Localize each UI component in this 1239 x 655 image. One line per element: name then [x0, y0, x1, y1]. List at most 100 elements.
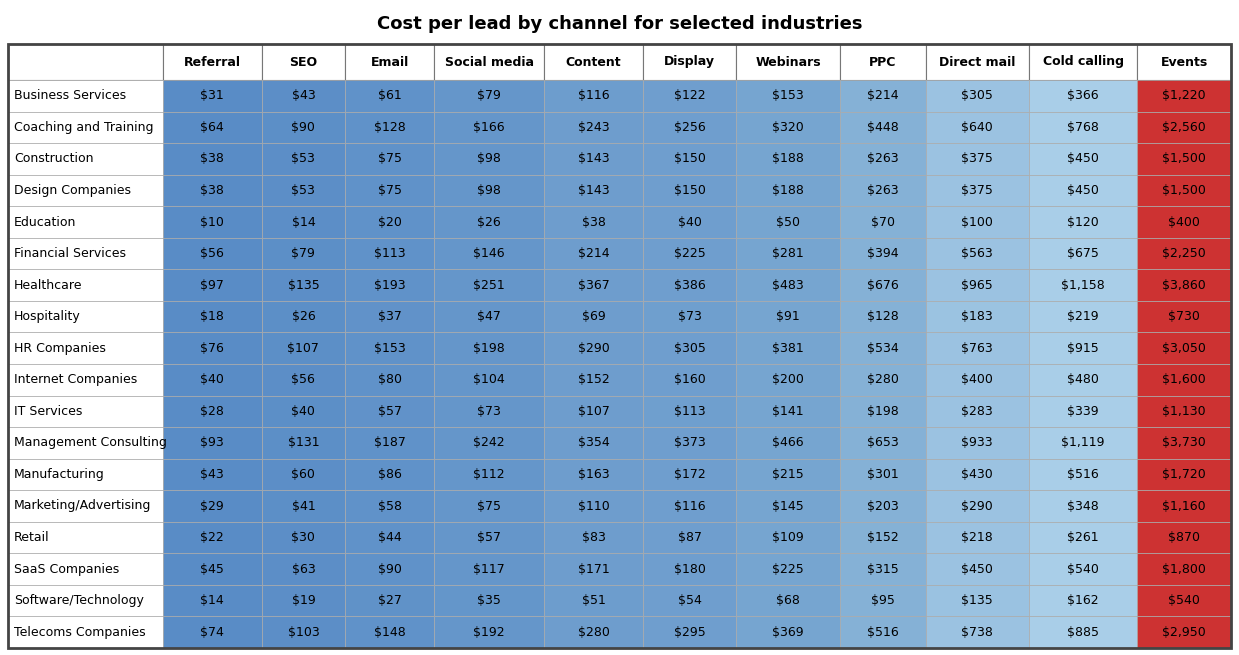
Text: $14: $14	[291, 215, 315, 229]
Bar	[346, 458, 434, 490]
Bar	[1030, 333, 1137, 364]
Bar	[926, 616, 1030, 648]
Text: $146: $146	[473, 247, 506, 260]
Text: $29: $29	[201, 500, 224, 512]
Text: $283: $283	[961, 405, 994, 418]
Text: $354: $354	[577, 436, 610, 449]
Text: IT Services: IT Services	[14, 405, 82, 418]
Bar	[926, 585, 1030, 616]
Bar	[643, 396, 736, 427]
Text: $14: $14	[201, 594, 224, 607]
Bar	[544, 585, 643, 616]
Bar	[840, 333, 926, 364]
Bar	[643, 80, 736, 111]
Text: $320: $320	[772, 121, 804, 134]
Bar	[926, 458, 1030, 490]
Bar	[346, 111, 434, 143]
Bar	[346, 364, 434, 396]
Bar	[840, 111, 926, 143]
Text: $98: $98	[477, 184, 501, 197]
Text: $348: $348	[1067, 500, 1099, 512]
Text: $160: $160	[674, 373, 705, 386]
Text: Design Companies: Design Companies	[14, 184, 131, 197]
Bar	[434, 458, 544, 490]
Bar	[346, 522, 434, 553]
Bar	[434, 175, 544, 206]
Text: $534: $534	[867, 342, 898, 355]
Bar	[1030, 44, 1137, 80]
Text: $26: $26	[477, 215, 501, 229]
Text: $375: $375	[961, 153, 994, 166]
Bar	[1030, 616, 1137, 648]
Text: $198: $198	[867, 405, 898, 418]
Text: $28: $28	[201, 405, 224, 418]
Bar	[1137, 585, 1232, 616]
Text: $188: $188	[772, 184, 804, 197]
Bar	[261, 522, 346, 553]
Bar	[346, 585, 434, 616]
Text: $516: $516	[867, 626, 898, 639]
Text: $1,720: $1,720	[1162, 468, 1206, 481]
Text: $187: $187	[374, 436, 405, 449]
Bar	[736, 458, 840, 490]
Text: $215: $215	[772, 468, 804, 481]
Bar	[7, 522, 164, 553]
Bar	[346, 175, 434, 206]
Text: $3,050: $3,050	[1162, 342, 1206, 355]
Text: $148: $148	[374, 626, 405, 639]
Bar	[1030, 396, 1137, 427]
Text: Construction: Construction	[14, 153, 93, 166]
Bar	[261, 80, 346, 111]
Bar	[643, 44, 736, 80]
Text: $225: $225	[772, 563, 804, 576]
Text: $153: $153	[374, 342, 405, 355]
Bar	[1137, 238, 1232, 269]
Bar	[164, 427, 261, 458]
Text: Social media: Social media	[445, 56, 534, 69]
Text: $60: $60	[291, 468, 316, 481]
Text: $1,160: $1,160	[1162, 500, 1206, 512]
Bar	[1030, 269, 1137, 301]
Bar	[1137, 143, 1232, 175]
Text: $305: $305	[961, 89, 994, 102]
Text: $315: $315	[867, 563, 898, 576]
Text: $183: $183	[961, 310, 994, 323]
Text: $563: $563	[961, 247, 994, 260]
Bar	[346, 44, 434, 80]
Bar	[7, 490, 164, 522]
Text: $366: $366	[1068, 89, 1099, 102]
Text: $83: $83	[581, 531, 606, 544]
Bar	[434, 333, 544, 364]
Bar	[164, 301, 261, 333]
Bar	[643, 111, 736, 143]
Text: $145: $145	[772, 500, 804, 512]
Text: $43: $43	[291, 89, 315, 102]
Text: $219: $219	[1068, 310, 1099, 323]
Text: $1,119: $1,119	[1062, 436, 1105, 449]
Bar	[7, 80, 164, 111]
Bar	[736, 364, 840, 396]
Bar	[926, 111, 1030, 143]
Text: $27: $27	[378, 594, 401, 607]
Text: $305: $305	[674, 342, 705, 355]
Text: $50: $50	[776, 215, 800, 229]
Bar	[840, 238, 926, 269]
Bar	[434, 364, 544, 396]
Text: $43: $43	[201, 468, 224, 481]
Bar	[643, 585, 736, 616]
Bar	[544, 458, 643, 490]
Text: $2,560: $2,560	[1162, 121, 1206, 134]
Bar	[736, 585, 840, 616]
Bar	[164, 238, 261, 269]
Text: $40: $40	[678, 215, 701, 229]
Bar	[736, 269, 840, 301]
Bar	[434, 396, 544, 427]
Text: $18: $18	[201, 310, 224, 323]
Text: $430: $430	[961, 468, 994, 481]
Text: Webinars: Webinars	[756, 56, 821, 69]
Text: $152: $152	[867, 531, 898, 544]
Text: $394: $394	[867, 247, 898, 260]
Bar	[840, 585, 926, 616]
Text: $281: $281	[772, 247, 804, 260]
Text: Email: Email	[370, 56, 409, 69]
